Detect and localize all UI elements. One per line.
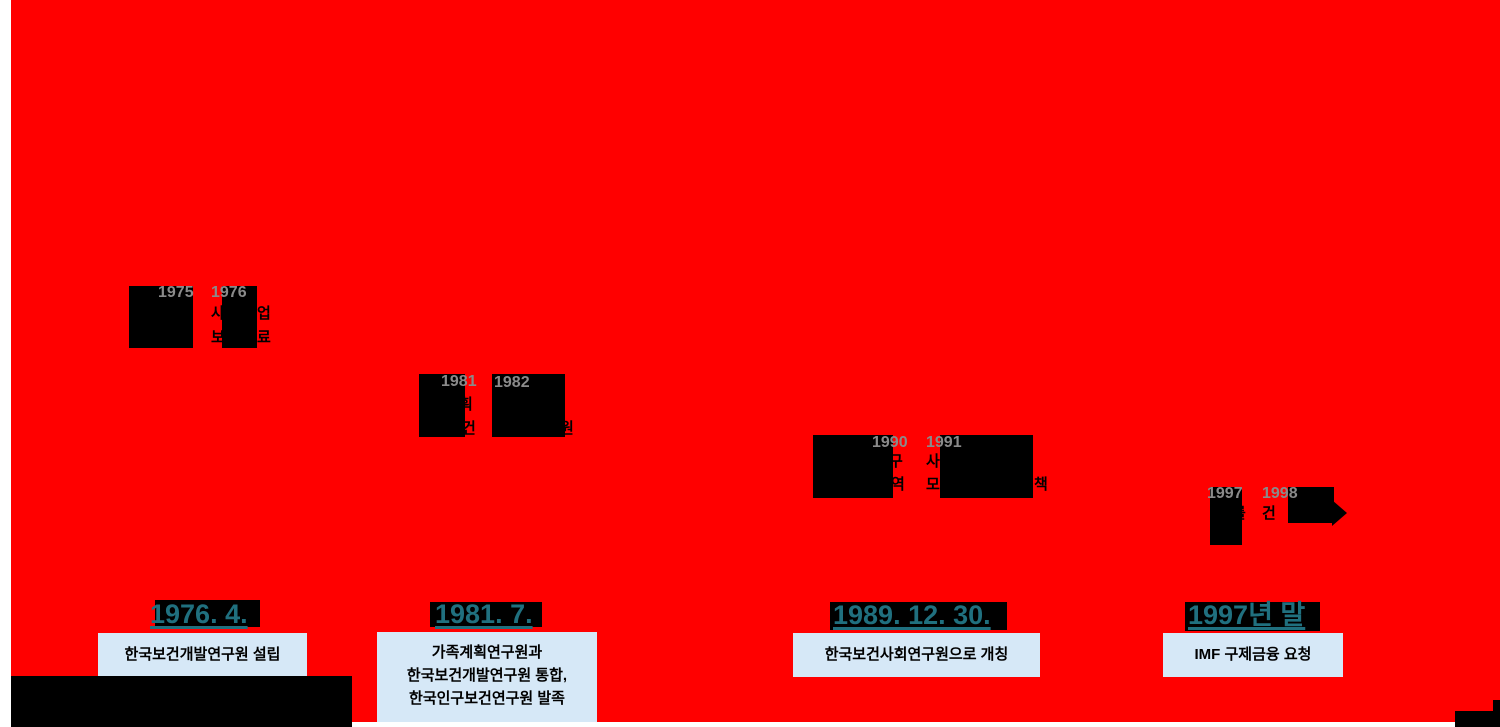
caption-fragment: 사 [211, 305, 225, 322]
date-backing-rect [830, 602, 1007, 630]
year-label-1991: 1991 [926, 434, 962, 451]
caption-fragment: 업 [257, 305, 271, 322]
bottom-left-black-block [11, 676, 352, 727]
callout-text: 가족계획연구원과 [431, 644, 543, 661]
photo-placeholder-1997 [1210, 487, 1242, 545]
caption-fragment: 사 [926, 453, 940, 470]
callout-text: 한국보건개발연구원 통합, [406, 667, 568, 684]
caption-fragment: 건 [462, 420, 476, 437]
year-label-1976: 1976 [211, 284, 247, 301]
bottom-right-black-strip [1455, 711, 1500, 727]
callout-text: 한국보건사회연구원으로 개칭 [824, 646, 1009, 663]
photo-placeholder-1991 [940, 435, 1033, 498]
photo-placeholder-1982 [492, 374, 565, 437]
year-label-1990: 1990 [872, 434, 908, 451]
date-backing-rect [430, 602, 542, 627]
year-label-1975: 1975 [158, 284, 194, 301]
year-label-1997: 1997 [1207, 485, 1243, 502]
photo-placeholder-1975 [129, 286, 193, 348]
milestone-date-1976: 1976. 4. [150, 599, 248, 629]
date-backing-rect [1185, 602, 1320, 631]
callout-text: 한국인구보건연구원 발족 [409, 690, 565, 707]
milestone-callout-1981: 가족계획연구원과 한국보건개발연구원 통합, 한국인구보건연구원 발족 [377, 632, 597, 722]
milestone-callout-1989: 한국보건사회연구원으로 개칭 [793, 633, 1040, 677]
caption-fragment: 료 [257, 329, 271, 346]
callout-text: 한국보건개발연구원 설립 [124, 646, 281, 663]
year-label-1981: 1981 [441, 373, 477, 390]
right-edge-black-sliver [1493, 700, 1500, 727]
caption-fragment: 역 [891, 476, 905, 493]
photo-placeholder-1990 [813, 435, 893, 498]
photo-placeholder-1981 [419, 374, 465, 437]
caption-fragment: 모 [926, 476, 940, 493]
milestone-date-1989: 1989. 12. 30. [833, 600, 991, 630]
milestone-date-1997: 1997년 말 [1188, 600, 1306, 630]
arrow-tip-icon [1332, 500, 1347, 526]
milestone-callout-1997: IMF 구제금융 요청 [1163, 633, 1343, 677]
year-label-1982: 1982 [494, 374, 530, 391]
caption-fragment: 책 [1034, 476, 1048, 493]
date-backing-rect [155, 600, 260, 627]
milestone-date-1981: 1981. 7. [435, 599, 533, 629]
callout-text: IMF 구제금융 요청 [1194, 646, 1312, 663]
caption-fragment: 건 [1262, 505, 1276, 522]
milestone-callout-1976: 한국보건개발연구원 설립 [98, 633, 307, 677]
photo-placeholder-1976 [222, 286, 257, 348]
arrow-placeholder-1998 [1288, 487, 1334, 523]
year-label-1998: 1998 [1262, 485, 1298, 502]
caption-fragment: 보 [211, 329, 225, 346]
